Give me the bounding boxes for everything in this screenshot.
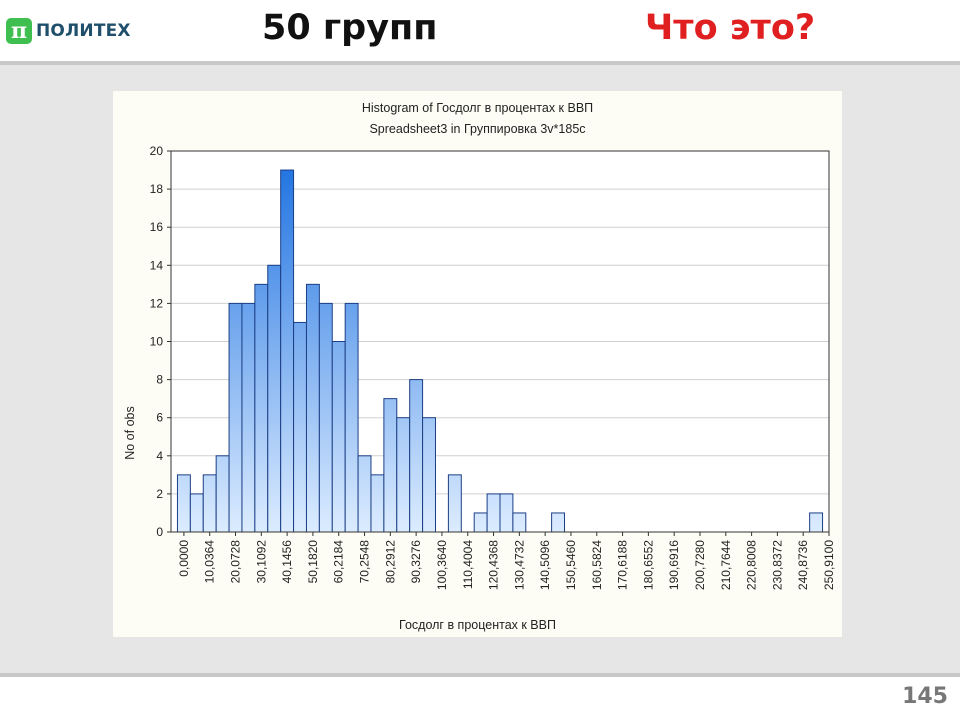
logo-text: ПОЛИТЕХ [36, 21, 131, 41]
y-tick-label: 14 [150, 258, 164, 272]
header-divider [0, 61, 960, 65]
x-axis-label: Госдолг в процентах к ВВП [399, 618, 556, 632]
x-tick-label: 160,5824 [590, 540, 604, 590]
y-tick-label: 10 [150, 335, 164, 349]
x-tick-label: 120,4368 [487, 540, 501, 590]
x-tick-label: 60,2184 [332, 540, 346, 584]
x-tick-label: 70,2548 [358, 540, 372, 584]
histogram-bar [280, 169, 295, 533]
slide-title: 50 групп [262, 8, 438, 48]
histogram-bar [499, 493, 514, 533]
x-tick-label: 240,8736 [796, 540, 810, 590]
x-tick-label: 250,9100 [822, 540, 836, 590]
x-tick-label: 110,4004 [461, 540, 475, 589]
y-tick-label: 16 [150, 220, 164, 234]
slide-question: Что это? [645, 8, 816, 48]
x-tick-label: 10,0364 [203, 540, 217, 584]
y-tick-label: 20 [150, 144, 164, 158]
x-tick-label: 190,6916 [667, 540, 681, 590]
histogram-bar [409, 379, 424, 533]
y-tick-label: 4 [156, 449, 163, 463]
histogram-bar [370, 474, 385, 533]
x-tick-label: 90,3276 [409, 540, 423, 584]
histogram-bar [202, 474, 217, 533]
histogram-bar [189, 493, 204, 533]
x-tick-label: 180,6552 [641, 540, 655, 590]
plot-frame [170, 150, 830, 533]
histogram-bar [512, 512, 527, 533]
histogram-bar [331, 341, 346, 533]
histogram-bar [383, 398, 398, 533]
x-tick-label: 50,1820 [306, 540, 320, 584]
x-tick-label: 40,1456 [280, 540, 294, 584]
histogram-bar [267, 264, 282, 533]
page-number: 145 [902, 684, 948, 709]
pi-logo-icon: π [6, 18, 32, 44]
histogram-bar [215, 455, 230, 533]
y-axis-label: No of obs [123, 406, 137, 460]
histogram-bar [241, 302, 256, 533]
y-tick-label: 12 [150, 296, 164, 310]
x-tick-label: 130,4732 [512, 540, 526, 590]
x-tick-label: 0,0000 [177, 540, 191, 577]
histogram-bar [293, 321, 307, 533]
histogram-bar [473, 512, 488, 533]
x-tick-label: 80,2912 [383, 540, 397, 584]
histogram-bar [396, 417, 411, 533]
x-tick-label: 20,0728 [229, 540, 243, 584]
chart-subtitle: Spreadsheet3 in Группировка 3v*185c [369, 122, 586, 136]
chart-title: Histogram of Госдолг в процентах к ВВП [361, 101, 594, 115]
histogram-bar [176, 474, 191, 533]
x-tick-label: 220,8008 [745, 540, 759, 590]
y-tick-label: 0 [156, 525, 163, 539]
histogram-chart: 0 2 4 6 8 10 12 14 16 18 20 0,0000 10,0364 20,0728 30,… [113, 91, 842, 637]
footer-divider [0, 673, 960, 677]
y-tick-label: 2 [156, 487, 163, 501]
politech-logo: π ПОЛИТЕХ [6, 18, 131, 44]
histogram-bar [254, 283, 269, 533]
y-tick-label: 8 [156, 373, 163, 387]
histogram-bar [809, 512, 824, 533]
histogram-bar [551, 512, 566, 533]
x-tick-label: 200,7280 [693, 540, 707, 590]
slide-header: π ПОЛИТЕХ 50 групп Что это? [0, 0, 960, 62]
histogram-bar [486, 493, 501, 533]
histogram-bar [318, 302, 333, 533]
histogram-bar [344, 302, 359, 533]
x-tick-label: 230,8372 [770, 540, 784, 590]
histogram-bar [305, 283, 320, 533]
x-tick-label: 100,3640 [435, 540, 449, 590]
x-tick-label: 150,5460 [564, 540, 578, 590]
x-tick-label: 210,7644 [719, 540, 733, 590]
x-tick-label: 170,6188 [616, 540, 630, 590]
x-tick-label: 140,5096 [538, 540, 552, 590]
x-tick-label: 30,1092 [254, 540, 268, 584]
histogram-bar [422, 417, 436, 533]
histogram-bar [447, 474, 462, 533]
histogram-bar [228, 302, 243, 533]
y-tick-label: 6 [156, 411, 163, 425]
histogram-plot: 0 2 4 6 8 10 12 14 16 18 20 0,0000 10,0364 20,0728 30,… [150, 144, 836, 590]
y-tick-label: 18 [150, 182, 164, 196]
histogram-bar [357, 455, 372, 533]
